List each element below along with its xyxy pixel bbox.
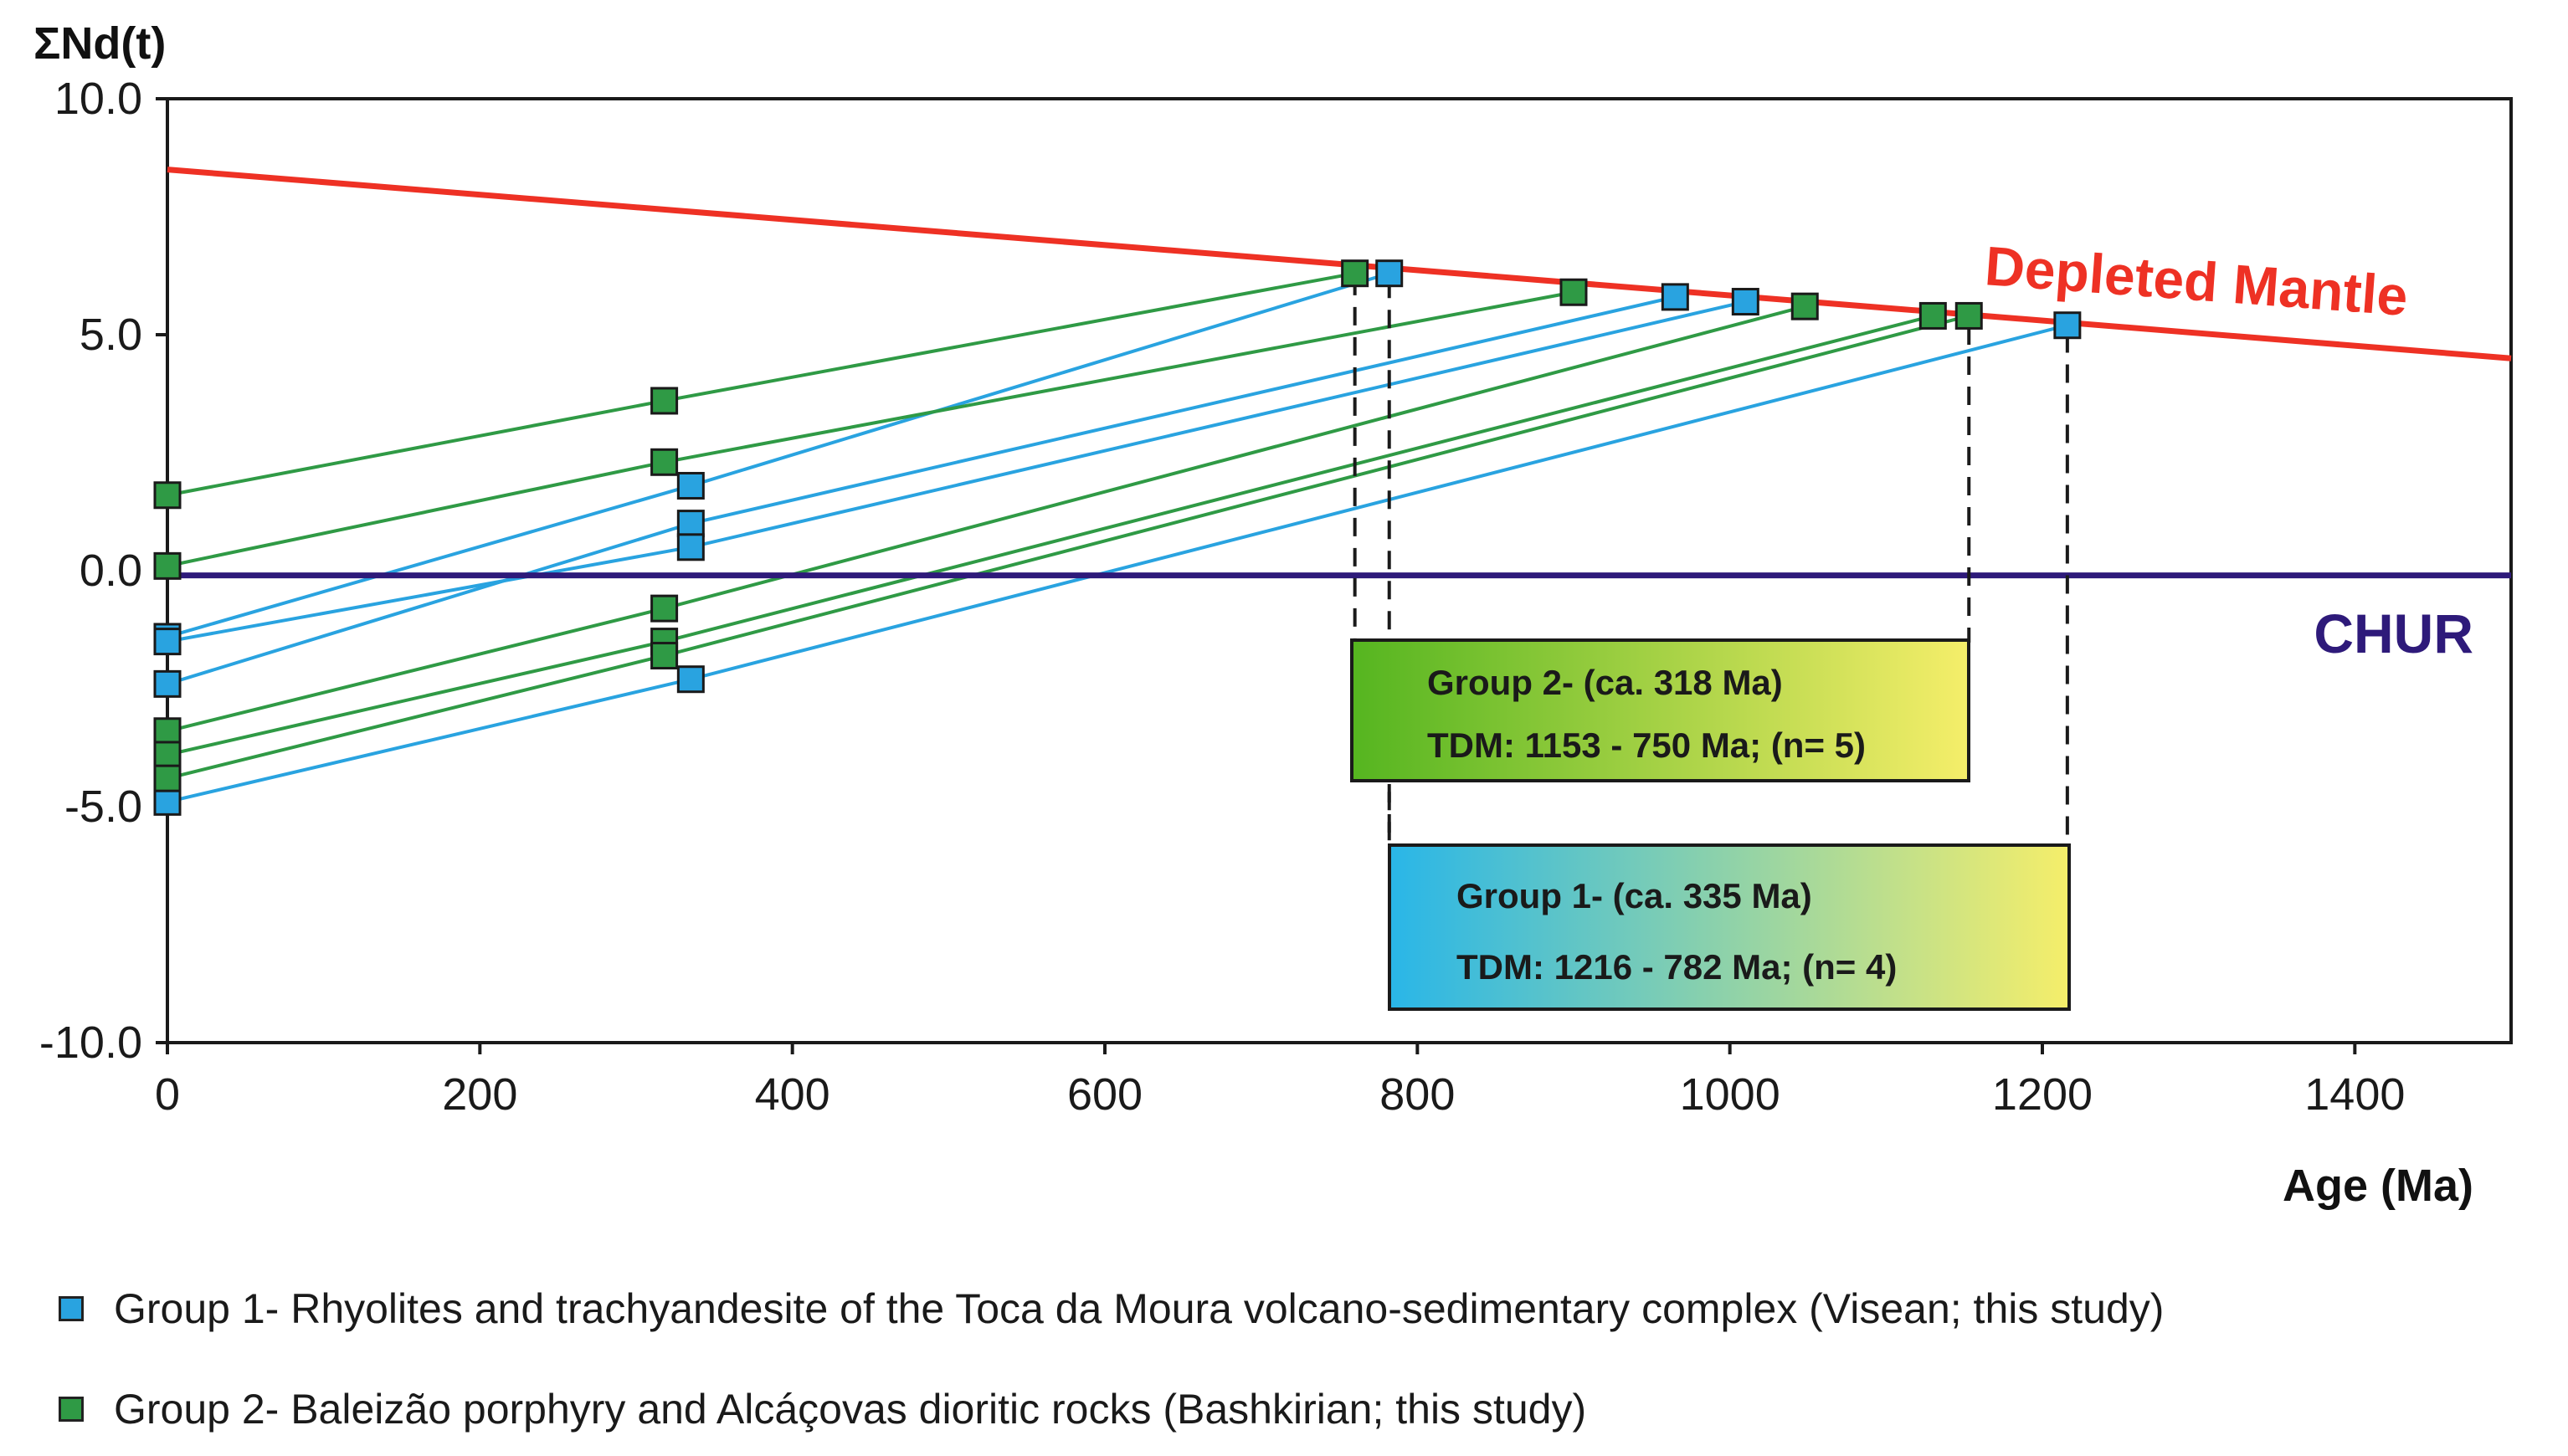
x-tick-label: 200: [442, 1069, 517, 1120]
y-tick-label: -10.0: [39, 1018, 142, 1068]
data-point-group2: [650, 642, 679, 670]
data-point-group1: [676, 533, 705, 561]
data-point-group2: [153, 741, 182, 769]
group2-box-title: Group 2- (ca. 318 Ma): [1427, 663, 1783, 702]
data-point-group1: [153, 628, 182, 656]
evolution-line-group1: [167, 271, 1390, 638]
data-point-group2: [650, 387, 679, 415]
y-tick-label: 0.0: [80, 546, 142, 596]
y-tick-label: -5.0: [64, 782, 142, 832]
data-point-group1: [676, 510, 705, 538]
data-point-group2: [153, 481, 182, 510]
x-axis-label: Age (Ma): [2283, 1161, 2473, 1211]
group2-tdm-box: Group 2- (ca. 318 Ma) TDM: 1153 - 750 Ma…: [1350, 638, 1970, 782]
data-point-group1: [2053, 311, 2082, 340]
depleted-mantle-line: [167, 167, 2512, 361]
data-point-group2: [1918, 301, 1947, 330]
data-point-group2: [1559, 278, 1588, 306]
data-point-group1: [1661, 283, 1689, 311]
plot-area-frame: [166, 97, 2513, 1044]
tdm-dashed-markers: [1353, 276, 2069, 847]
data-point-group2: [153, 717, 182, 746]
group1-swatch-icon: [59, 1296, 84, 1321]
x-tick-label: 0: [155, 1069, 180, 1120]
data-point-group1: [676, 665, 705, 694]
data-point-group2: [650, 594, 679, 623]
legend-item-group2: Group 2- Baleizão porphyry and Alcáçovas…: [59, 1385, 1586, 1433]
data-point-group2: [1341, 259, 1369, 288]
y-tick-label: 5.0: [80, 310, 142, 360]
legend-label-group1: Group 1- Rhyolites and trachyandesite of…: [114, 1285, 2165, 1332]
x-tick-label: 400: [755, 1069, 830, 1120]
x-tick-label: 800: [1379, 1069, 1455, 1120]
y-axis-label: ΣNd(t): [33, 18, 166, 69]
data-point-group2: [650, 448, 679, 476]
data-point-group2: [1790, 292, 1819, 320]
data-point-group1: [1375, 259, 1404, 288]
data-point-group2: [1954, 301, 1983, 330]
data-point-group1: [153, 669, 182, 698]
x-tick-label: 1200: [1992, 1069, 2093, 1120]
group2-swatch-icon: [59, 1397, 84, 1422]
data-point-group1: [1731, 288, 1759, 316]
data-point-group1: [153, 787, 182, 816]
reference-lines: [167, 167, 2512, 579]
group1-box-tdm: TDM: 1216 - 782 Ma; (n= 4): [1456, 947, 1897, 987]
x-tick-label: 1000: [1680, 1069, 1780, 1120]
group1-tdm-box: Group 1- (ca. 335 Ma) TDM: 1216 - 782 Ma…: [1388, 843, 2071, 1011]
depleted-mantle-label: Depleted Mantle: [1983, 234, 2410, 327]
data-point-group1: [676, 471, 705, 500]
axis-ticks: 10.0 5.0 0.0 -5.0 -10.0 0 200 400 600 800 1000 1200…: [39, 74, 2405, 1120]
data-point-group2: [153, 551, 182, 580]
evolution-line-group2: [167, 271, 1356, 497]
group1-box-title: Group 1- (ca. 335 Ma): [1456, 876, 1812, 915]
group2-box-tdm: TDM: 1153 - 750 Ma; (n= 5): [1427, 725, 1866, 765]
evolution-line-group2: [167, 290, 1574, 568]
x-tick-label: 1400: [2304, 1069, 2405, 1120]
legend-item-group1: Group 1- Rhyolites and trachyandesite of…: [59, 1284, 2164, 1333]
x-tick-label: 600: [1067, 1069, 1143, 1120]
data-point-group2: [153, 764, 182, 792]
chur-label: CHUR: [2314, 602, 2473, 664]
evolution-line-group1: [167, 300, 1746, 643]
y-tick-label: 10.0: [54, 74, 142, 124]
legend-label-group2: Group 2- Baleizão porphyry and Alcáçovas…: [114, 1386, 1587, 1433]
data-points: [153, 259, 2082, 816]
